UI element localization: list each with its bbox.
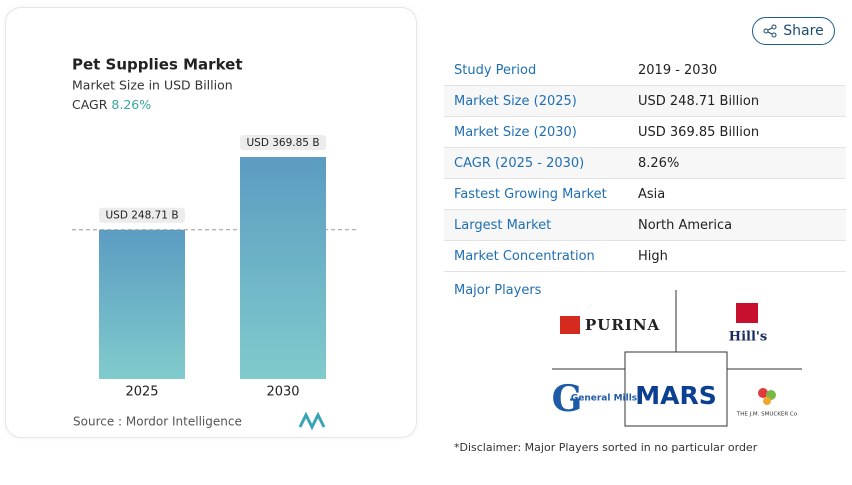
row-value: 2019 - 2030 [628,55,846,86]
player-logo: THE J.M. SMUCKER Co [736,412,798,418]
brand-logo [298,411,326,431]
player-logo: Hill's [729,330,767,345]
row-value: USD 248.71 Billion [628,85,846,117]
table-row: Study Period 2019 - 2030 [444,55,846,86]
x-tick-label: 2025 [125,385,158,400]
bar [240,157,326,379]
value-label-bg [240,135,326,150]
row-label: Market Concentration [444,240,628,272]
share-icon [763,24,777,38]
share-label: Share [783,23,824,39]
row-value: Asia [628,178,846,210]
row-label: Market Size (2030) [444,116,628,148]
player-logo: PURINA [585,316,660,334]
value-label-bg [99,207,185,223]
row-label: Fastest Growing Market [444,178,628,210]
row-value: USD 369.85 Billion [628,116,846,148]
row-label: CAGR (2025 - 2030) [444,147,628,179]
row-value: High [628,240,846,272]
table-row: Market Size (2030) USD 369.85 Billion [444,116,846,148]
table-row: Market Size (2025) USD 248.71 Billion [444,85,846,117]
chart-subtitle: Market Size in USD Billion [72,78,233,93]
cagr: CAGR 8.26% [72,97,151,112]
table-row: CAGR (2025 - 2030) 8.26% [444,147,846,179]
table-row: Market Concentration High [444,240,846,272]
bar [99,229,185,379]
major-players-title: Major Players [454,283,542,298]
row-value: 8.26% [628,147,846,179]
player-logo: MARS [635,381,716,410]
cagr-label: CAGR [72,97,108,112]
share-button[interactable]: Share [752,17,835,45]
table-row: Largest Market North America [444,209,846,241]
chart-title: Pet Supplies Market [72,56,243,74]
cagr-value: 8.26% [111,97,151,112]
value-label: USD 248.71 B [105,210,178,222]
summary-table: Study Period 2019 - 2030 Market Size (2025… [444,55,846,272]
table-row: Fastest Growing Market Asia [444,178,846,210]
svg-text:G: G [552,378,583,420]
x-tick-label: 2030 [266,385,299,400]
chart: Pet Supplies Market Market Size in USD B… [72,56,356,431]
player-logo: General Mills [571,394,637,404]
disclaimer: *Disclaimer: Major Players sorted in no … [454,441,758,454]
row-value: North America [628,209,846,241]
row-label: Largest Market [444,209,628,241]
source: Source : Mordor Intelligence [73,415,242,429]
row-label: Market Size (2025) [444,85,628,117]
chart-card [5,7,417,438]
value-label: USD 369.85 B [246,137,319,149]
row-label: Study Period [444,55,628,86]
